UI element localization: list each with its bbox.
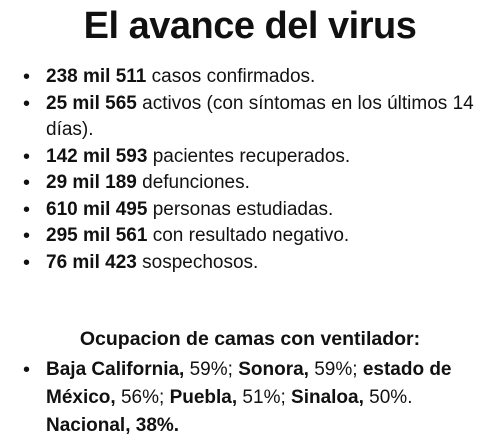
- region-name: estado de México,: [46, 359, 452, 408]
- region-percentage: 56%;: [115, 387, 170, 408]
- stat-text: personas estudiadas.: [147, 198, 334, 220]
- region-percentage: 50%.: [363, 387, 413, 408]
- stat-value: 29 mil 189: [46, 172, 137, 193]
- stat-item-deaths: 29 mil 189 defunciones.: [20, 170, 490, 197]
- stat-item-recovered: 142 mil 593 pacientes recuperados.: [20, 144, 490, 171]
- page-title: El avance del virus: [83, 5, 417, 47]
- stat-value: 610 mil 495: [46, 198, 148, 220]
- stat-value: 238 mil 511: [46, 66, 147, 87]
- stat-item-studied: 610 mil 495 personas estudiadas.: [20, 197, 490, 224]
- region-percentage: 59%;: [308, 359, 363, 380]
- region-name: Sinaloa,: [291, 387, 364, 408]
- stat-item-suspected: 76 mil 423 sospechosos.: [20, 250, 490, 277]
- stat-text: sospechosos.: [136, 251, 259, 273]
- stat-item-active: 25 mil 565 activos (con síntomas en los …: [20, 91, 490, 144]
- stat-text: con resultado negativo.: [147, 225, 350, 246]
- stat-value: 25 mil 565: [46, 92, 137, 114]
- region-percentage: 51%;: [237, 387, 292, 408]
- stat-value: 76 mil 423: [46, 251, 137, 273]
- stat-value: 142 mil 593: [46, 145, 148, 167]
- stats-list: 238 mil 511 casos confirmados. 25 mil 56…: [20, 64, 490, 276]
- region-name: Sonora,: [238, 359, 309, 380]
- stat-item-negative: 295 mil 561 con resultado negativo.: [20, 223, 490, 250]
- stat-text: casos confirmados.: [146, 66, 316, 87]
- stat-item-confirmed: 238 mil 511 casos confirmados.: [20, 64, 490, 91]
- beds-section-title: Ocupacion de camas con ventilador:: [79, 328, 421, 350]
- stat-text: activos (con síntomas en los últimos 14 …: [46, 92, 474, 141]
- region-name: Puebla,: [169, 387, 238, 408]
- region-name: Baja California,: [46, 359, 185, 380]
- beds-item: Baja California, 59%; Sonora, 59%; estad…: [20, 356, 492, 440]
- stat-text: defunciones.: [136, 172, 250, 193]
- stat-text: pacientes recuperados.: [147, 145, 351, 167]
- beds-list: Baja California, 59%; Sonora, 59%; estad…: [20, 356, 492, 440]
- region-percentage: 59%;: [184, 359, 239, 380]
- national-percentage: Nacional, 38%.: [46, 415, 180, 436]
- stat-value: 295 mil 561: [46, 225, 148, 246]
